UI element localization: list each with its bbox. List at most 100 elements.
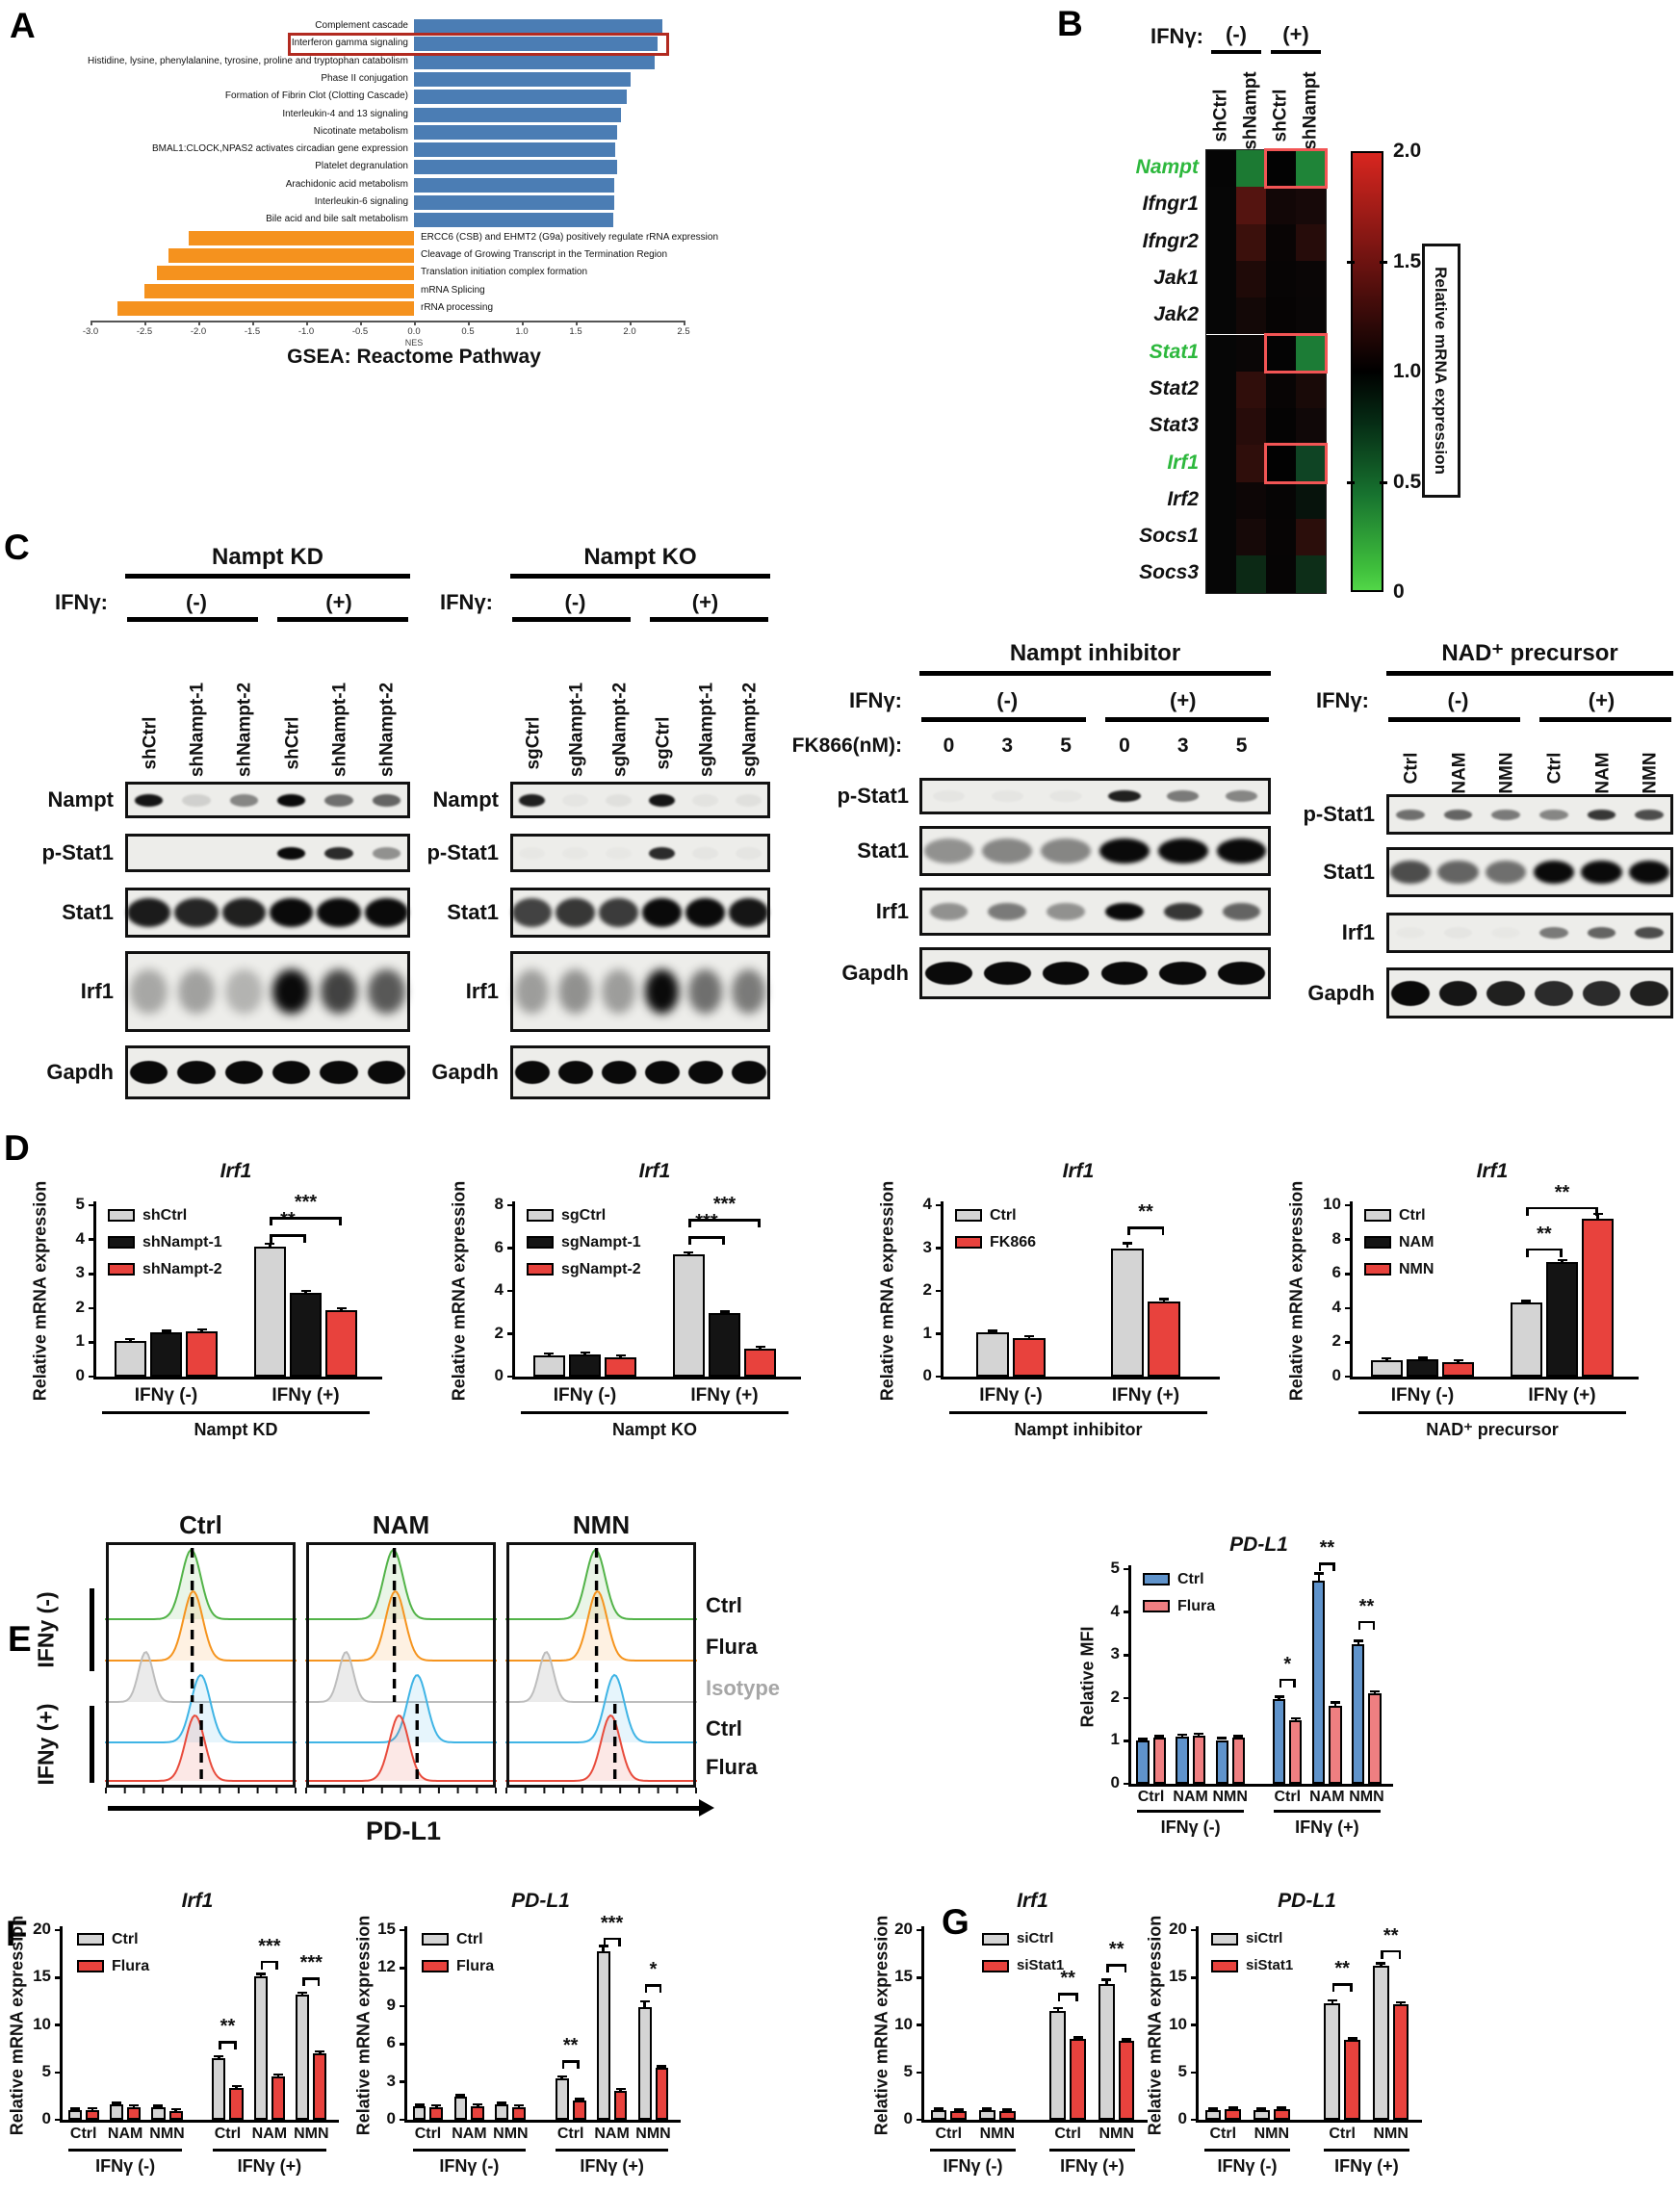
g2-group-label: IFNγ (+): [1334, 2156, 1399, 2176]
c-lane-label: shCtrl: [282, 716, 303, 770]
g1-sig-tick: [1124, 1964, 1127, 1973]
c-blot-band: [1222, 903, 1261, 920]
d2-cat-label: IFNγ (-): [553, 1385, 617, 1405]
g1-errbar-stem: [1056, 2007, 1059, 2011]
d1-cat-label: IFNγ (+): [271, 1385, 340, 1405]
d4-cat-label: IFNγ (+): [1528, 1385, 1596, 1405]
f1-bar: [212, 2057, 226, 2120]
f1-errbar-cap: [315, 2050, 325, 2053]
c-blot-box: [510, 834, 770, 872]
c-blot-row-label: Gapdh: [1307, 980, 1375, 1005]
d2-legend-swatch: [527, 1209, 554, 1222]
d1-ytick-label: 2: [75, 1297, 85, 1316]
f1-errbar-cap: [272, 2073, 283, 2076]
d1-ytick-label: 3: [75, 1263, 85, 1282]
d4-ytick-label: 6: [1331, 1263, 1341, 1282]
b-gene-label: Irf1: [1167, 451, 1199, 474]
g1-cat-label: NMN: [979, 2126, 1016, 2142]
b-heat-cell: [1266, 481, 1296, 519]
d1-y-axis: [93, 1201, 96, 1379]
c-blot-band: [983, 962, 1031, 985]
c-minus-label: (-): [1447, 688, 1469, 712]
c-blot-row-label: Gapdh: [431, 1060, 499, 1084]
b-ifng-minus: (-): [1226, 22, 1247, 46]
g1-ytick-label: 20: [894, 1920, 913, 1938]
g1-bar: [1049, 2010, 1067, 2120]
d2-errbar-cap: [755, 1346, 765, 1349]
d1-sig-tick: [339, 1217, 342, 1226]
b-heat-cell: [1206, 519, 1236, 556]
c-blot-row-label: Stat1: [62, 900, 114, 924]
b-highlight-box: [1264, 148, 1328, 190]
c-blot-band: [177, 1061, 216, 1084]
d2-bar: [708, 1313, 741, 1377]
e-sig-tick: [1318, 1562, 1322, 1572]
d4-legend-swatch: [1364, 1263, 1391, 1276]
e-ytick-label: 3: [1110, 1644, 1120, 1663]
f2-errbar-cap: [615, 2087, 626, 2091]
c-blot-band: [134, 793, 164, 807]
f2-sig-line: [561, 2060, 580, 2063]
b-colorbar-tick: 1.0: [1393, 360, 1422, 382]
d3-cat-label: IFNγ (+): [1111, 1385, 1180, 1405]
b-heat-cell: [1266, 371, 1296, 409]
d4-errbar-cap: [1417, 1356, 1428, 1359]
b-col-label: shNampt: [1300, 71, 1321, 151]
f1-bar: [110, 2104, 124, 2120]
e-ytick: [1124, 1611, 1131, 1613]
g2-ytick-label: 15: [1169, 1967, 1187, 1986]
b-colorbar-label: Relative mRNA expression: [1432, 267, 1450, 475]
d4-x-axis: [1350, 1377, 1639, 1379]
f1-cat-label: NAM: [107, 2126, 143, 2142]
g2-bar: [1273, 2109, 1290, 2120]
c-blot-band: [130, 969, 168, 1014]
c-plus-line: [1104, 717, 1269, 722]
e-ytick: [1124, 1567, 1131, 1571]
f1-errbar-cap: [170, 2107, 181, 2111]
c-plus-line: [1539, 717, 1671, 722]
g2-ytick-label: 5: [1177, 2061, 1187, 2080]
f1-cat-label: Ctrl: [69, 2126, 97, 2142]
b-ifng-plus: (+): [1282, 22, 1309, 46]
d3-ytick: [936, 1247, 943, 1250]
c-blot-row-label: Stat1: [857, 838, 909, 863]
c-blot-band: [1486, 980, 1526, 1006]
g1-errbar-cap: [982, 2107, 993, 2110]
d1-ytick: [89, 1341, 96, 1344]
g1-bar: [1118, 2041, 1135, 2120]
f1-bar: [127, 2106, 142, 2120]
c-blot-row-label: Stat1: [1323, 860, 1375, 884]
f2-errbar-stem: [643, 2000, 646, 2008]
c-blot-box: [1386, 913, 1673, 953]
g2-errbar-stem: [1380, 1963, 1383, 1967]
f2-y-axis: [404, 1926, 407, 2123]
b-gene-label: Stat3: [1149, 414, 1199, 437]
d2-legend-label: sgCtrl: [561, 1207, 607, 1224]
c-blot-band: [1444, 927, 1473, 939]
e-ytick: [1124, 1654, 1131, 1657]
g2-errbar-cap: [1396, 2000, 1407, 2004]
c-blot-band: [687, 969, 723, 1014]
a-gsea-label: BMAL1:CLOCK,NPAS2 activates circadian ge…: [151, 143, 408, 155]
panel-label-a: A: [10, 6, 36, 45]
c-blot-box: [125, 1045, 410, 1099]
f1-cat-label: NMN: [149, 2126, 185, 2142]
g1-ylabel: Relative mRNA expression: [871, 1915, 892, 2135]
b-heat-cell: [1206, 555, 1236, 593]
b-heat-cell: [1236, 187, 1266, 224]
a-gsea-label: Bile acid and bile salt metabolism: [266, 214, 408, 225]
f2-legend-swatch: [422, 1933, 449, 1946]
e-errbar-cap: [1313, 1572, 1324, 1575]
e-flow-title: NMN: [572, 1510, 631, 1539]
c-blot-row-label: Irf1: [875, 899, 909, 923]
f1-sig-tick: [302, 1977, 305, 1987]
c-blot-band: [929, 903, 969, 920]
panel-label-g: G: [942, 1902, 969, 1942]
e-sig-line: [1279, 1678, 1296, 1682]
c-blot-band: [1581, 861, 1622, 884]
g1-x-axis: [921, 2120, 1148, 2123]
d2-sig-tick: [722, 1236, 725, 1246]
g1-errbar-cap: [1002, 2108, 1013, 2111]
c-blot-band: [320, 969, 358, 1014]
f2-sig-line: [603, 1937, 621, 1941]
